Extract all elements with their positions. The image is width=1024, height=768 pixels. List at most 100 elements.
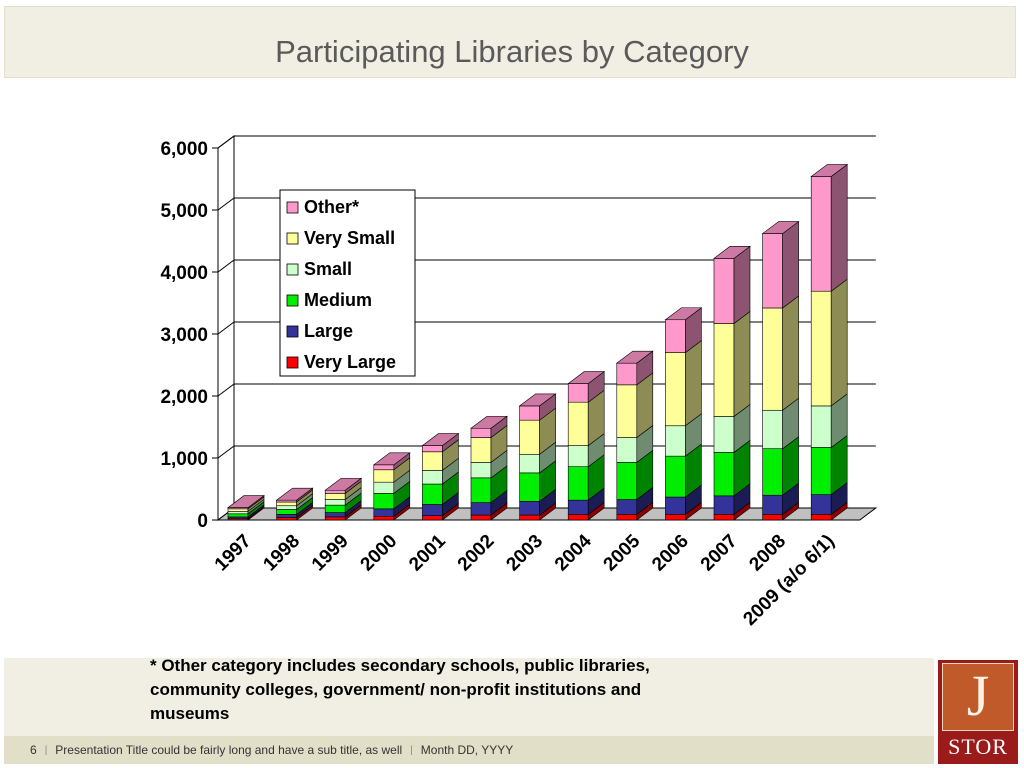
bar-other — [567, 383, 589, 403]
bar-very-large — [324, 516, 346, 521]
bar-other-top — [324, 477, 363, 491]
bar-very-small — [470, 437, 492, 463]
bar-small — [470, 462, 492, 479]
bar-small — [324, 499, 346, 506]
bar-very-large — [713, 514, 735, 521]
bar-other — [422, 445, 443, 453]
legend-swatch — [286, 263, 299, 276]
bar-medium — [665, 455, 686, 498]
bar-very-small — [276, 501, 297, 507]
legend-label: Small — [304, 259, 352, 279]
x-tick-label: 2001 — [405, 530, 450, 575]
x-tick-label: 2008 — [745, 531, 790, 576]
bar-other — [762, 233, 783, 309]
footer-separator: | — [44, 744, 48, 756]
bar-small — [276, 505, 297, 510]
bar-medium — [373, 493, 395, 510]
bar-very-large — [422, 515, 443, 521]
bar-large — [276, 514, 297, 518]
bar-very-small — [567, 401, 589, 446]
bar-very-large — [276, 517, 297, 521]
bar-very-small — [519, 419, 540, 455]
y-tick-label: 3,000 — [160, 325, 208, 346]
bar-small — [519, 453, 540, 474]
bar-other — [470, 427, 492, 438]
bar-small — [665, 425, 686, 457]
logo-wordmark: STOR — [948, 734, 1008, 759]
footer-date: Month DD, YYYY — [420, 743, 514, 757]
legend-swatch — [286, 201, 299, 214]
y-tick-label: 2,000 — [160, 387, 208, 408]
bar-other-top — [664, 307, 703, 321]
bar-very-small — [713, 323, 735, 417]
footer-bar: 6 | Presentation Title could be fairly l… — [4, 736, 934, 764]
x-tick-label: 2000 — [357, 531, 402, 576]
x-tick-label: 2007 — [697, 531, 742, 576]
legend-swatch — [286, 232, 299, 245]
footer-separator: | — [410, 744, 413, 756]
bar-other-top — [615, 350, 654, 364]
bar-medium — [470, 477, 492, 503]
bar-small — [810, 405, 832, 448]
bar-small — [616, 437, 638, 463]
bar-other-top — [567, 371, 606, 384]
bar-small — [762, 409, 783, 450]
bar-other-top — [227, 495, 265, 508]
bar-other-top — [761, 221, 800, 234]
legend-swatch — [286, 325, 299, 338]
bar-medium — [519, 472, 540, 502]
legend-label: Other* — [304, 197, 359, 217]
legend-label: Medium — [304, 290, 372, 310]
bar-small — [373, 481, 395, 494]
legend-label: Large — [304, 321, 353, 341]
x-tick-label: 2002 — [454, 531, 499, 576]
bar-medium — [567, 466, 589, 501]
logo-letter: J — [966, 663, 990, 728]
bar-medium — [422, 483, 443, 505]
bar-very-large — [665, 514, 686, 521]
gridline-side — [217, 197, 235, 211]
x-tick-label: 1998 — [259, 531, 304, 576]
footnote-band — [4, 658, 934, 736]
bar-small — [567, 445, 589, 467]
bar-very-small — [762, 307, 783, 411]
page-number: 6 — [30, 743, 37, 757]
y-tick-label: 6,000 — [160, 139, 208, 160]
bar-other-side — [782, 220, 799, 309]
bar-large — [616, 499, 638, 515]
legend-swatch — [286, 356, 299, 369]
bar-large — [762, 494, 783, 515]
bar-large — [422, 504, 443, 516]
bar-medium — [616, 462, 638, 500]
gridline-side — [217, 321, 235, 335]
legend-swatch — [286, 294, 299, 307]
x-tick-label: 2006 — [648, 531, 693, 576]
bar-very-large — [616, 514, 638, 521]
presentation-title: Presentation Title could be fairly long … — [55, 743, 403, 757]
bar-other — [373, 464, 395, 471]
bar-large — [324, 512, 346, 518]
bar-large — [713, 495, 735, 515]
bar-other — [519, 405, 540, 421]
bar-medium — [227, 513, 249, 518]
bar-very-large — [567, 514, 589, 521]
bar-small — [227, 511, 249, 515]
x-tick-label: 1999 — [308, 531, 353, 576]
bar-large — [810, 494, 832, 515]
bar-very-small — [373, 469, 395, 483]
bar-small — [713, 416, 735, 453]
bar-other — [665, 319, 686, 353]
bar-other-top — [275, 487, 314, 501]
bar-very-small — [810, 290, 832, 407]
bar-other-side — [733, 245, 751, 325]
gridline-side — [217, 383, 235, 397]
bar-very-large — [519, 514, 540, 521]
x-tick-label: 2005 — [600, 530, 645, 575]
bar-medium — [810, 447, 832, 495]
bar-very-small — [665, 352, 686, 427]
bar-medium — [762, 448, 783, 496]
bar-small — [422, 470, 443, 485]
bar-very-small-side — [733, 310, 751, 418]
bar-very-small — [227, 508, 249, 512]
legend-label: Very Small — [304, 228, 395, 248]
